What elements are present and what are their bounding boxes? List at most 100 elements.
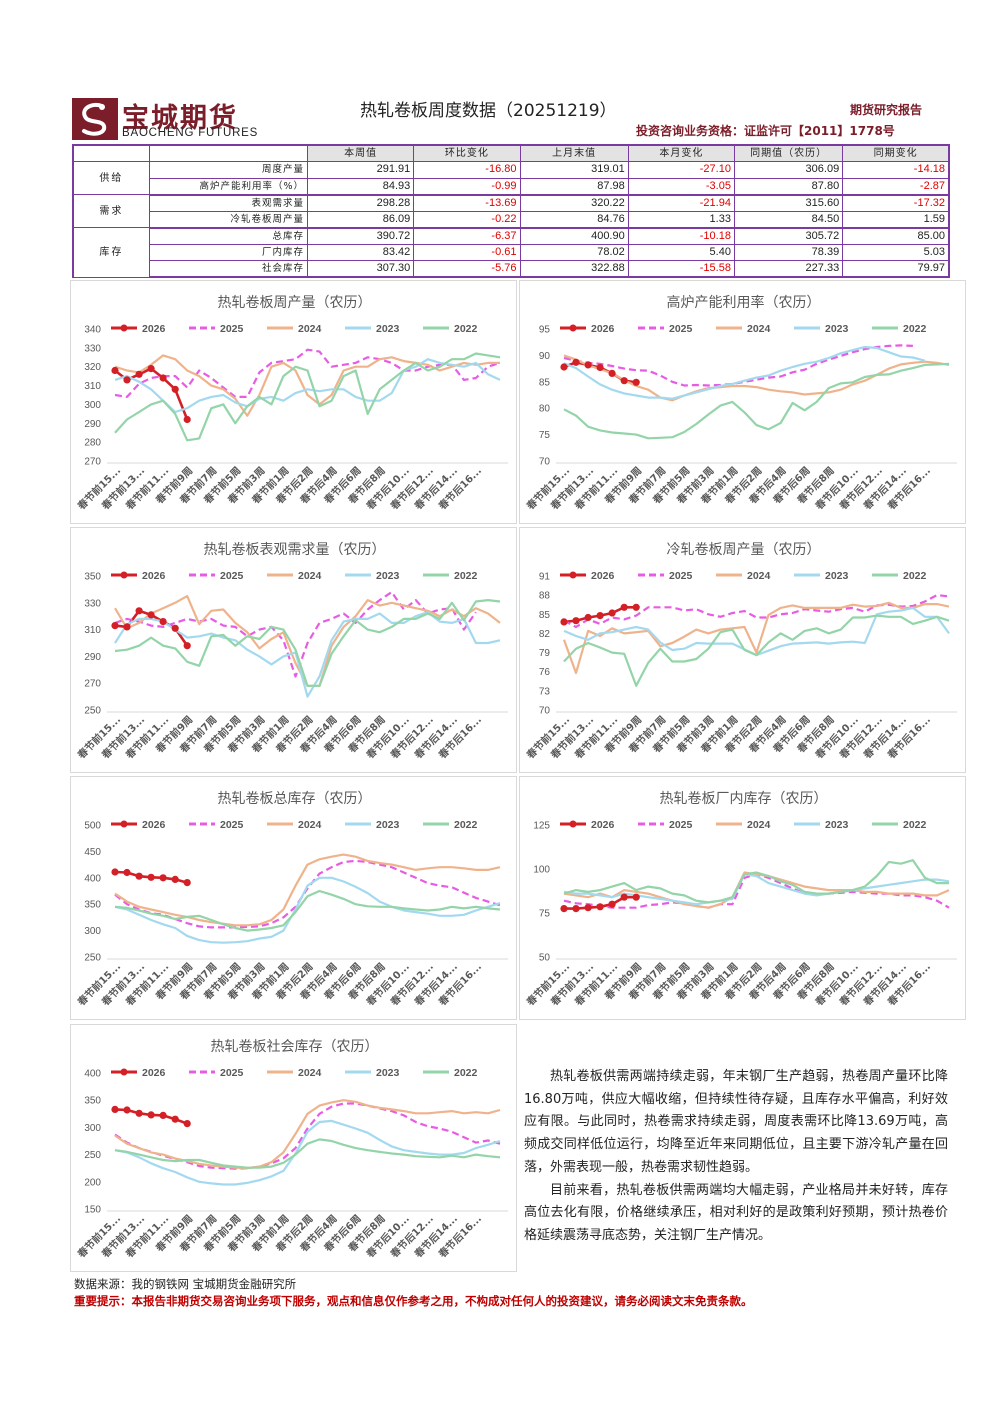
y-tick-label: 330 [84,343,101,354]
table-value-cell: -21.94 [627,194,735,212]
series-line-2022 [114,352,501,442]
y-tick-label: 200 [84,1177,101,1188]
data-point-2026 [111,366,119,375]
chart-legend: 2026 2025 2024 2023 2022 [111,323,478,335]
legend-label-2023: 2023 [825,819,849,831]
company-name-en: BAOCHENG FUTURES [122,127,259,139]
chart-title: 热轧卷板周产量（农历） [218,295,372,311]
legend-label-2024: 2024 [298,570,322,582]
y-tick-label: 79 [539,648,551,659]
legend-marker-2026 [120,820,128,828]
legend-label-2023: 2023 [825,570,849,582]
table-row: 供给 周度产量 291.91 -16.80 319.01 -27.10 306.09 -14.… [72,161,950,195]
legend-label-2025: 2025 [220,323,244,335]
table-indicator-cell: 总库存 [148,227,309,245]
chart-cold-rolled-output: 冷轧卷板周产量（农历） 2026 2025 2024 2023 2022 70 73 76 79 8… [519,527,966,773]
data-point-2026 [171,385,179,393]
chart-legend: 2026 2025 2024 2023 2022 [560,819,927,831]
data-point-2026 [159,374,167,382]
data-point-2026 [608,900,616,908]
legend-label-2022: 2022 [454,570,478,582]
license-text: 投资咨询业务资格：证监许可【2011】1778号 [636,124,895,138]
series-line-2024 [114,853,501,927]
y-tick-label: 80 [539,404,551,415]
data-point-2026 [135,607,143,615]
data-point-2026 [632,378,640,386]
chart-legend: 2026 2025 2024 2023 2022 [111,1067,478,1079]
y-tick-label: 91 [539,572,551,583]
data-point-2026 [596,612,604,620]
data-point-2026 [111,1105,119,1113]
data-point-2026 [620,377,628,385]
legend-label-2024: 2024 [747,323,771,335]
series-line-2023 [563,345,926,400]
data-point-2026 [171,624,179,632]
y-tick-label: 85 [539,610,551,621]
legend-marker-2026 [120,571,128,579]
table-row: 厂内库存 83.42 -0.61 78.02 5.40 78.39 5.03 [73,243,950,261]
chart-svg-apparent-demand: 热轧卷板表观需求量（农历） 2026 2025 2024 2023 2022 250 270 2… [75,542,508,761]
y-tick-label: 350 [84,900,101,911]
data-point-2026 [608,369,616,377]
table-value-cell: 1.33 [627,210,735,229]
table-value-cell: -17.32 [842,194,950,212]
y-tick-label: 300 [84,1123,101,1134]
table-value-cell: 291.91 [307,161,415,179]
data-point-2026 [147,611,155,619]
series-line-2025 [114,590,477,678]
market-commentary: 热轧卷板供需两端持续走弱，年末钢厂生产趋弱，热卷周产量环比降16.80万吨，供应… [524,1066,948,1248]
legend-label-2022: 2022 [454,323,478,335]
series-line-2022 [114,889,501,932]
table-value-cell: 85.00 [842,227,950,245]
legend-label-2025: 2025 [220,819,244,831]
table-row: 库存 总库存 390.72 -6.37 400.90 -10.18 305.72 85.00 [72,227,950,278]
data-point-2026 [620,603,628,611]
series-line-2023 [114,876,501,944]
y-tick-label: 95 [539,325,551,336]
chart-total-inventory: 热轧卷板总库存（农历） 2026 2025 2024 2023 2022 250 300 350… [70,776,517,1020]
series-line-2023 [114,611,501,698]
legend-marker-2026 [569,571,577,579]
chart-title: 冷轧卷板周产量（农历） [667,542,821,558]
series-line-2025 [114,348,501,399]
table-value-cell: 87.98 [519,177,629,196]
table-header-cell: 环比变化 [413,144,521,162]
chart-title: 热轧卷板总库存（农历） [218,791,372,807]
chart-svg-social-inventory: 热轧卷板社会库存（农历） 2026 2025 2024 2023 2022 150 200 25… [75,1039,508,1260]
table-value-cell: -0.99 [413,177,521,196]
chart-apparent-demand: 热轧卷板表观需求量（农历） 2026 2025 2024 2023 2022 250 270 2… [70,527,517,773]
y-tick-label: 300 [84,926,101,937]
y-tick-label: 290 [84,419,101,430]
series-line-2024 [562,601,950,675]
chart-legend: 2026 2025 2024 2023 2022 [111,819,478,831]
y-tick-label: 450 [84,847,101,858]
legend-label-2022: 2022 [454,1067,478,1079]
y-tick-label: 85 [539,377,551,388]
table-indicator-cell: 社会库存 [148,260,309,278]
table-indicator-cell: 高炉产能利用率（%） [148,177,309,196]
series-line-2024 [563,871,950,909]
table-value-cell: -0.61 [413,243,521,261]
series-line-2022 [114,598,501,687]
series-line-2023 [114,358,501,414]
table-header-blank [148,144,309,162]
legend-label-2022: 2022 [903,323,927,335]
y-tick-label: 73 [539,686,551,697]
chart-svg-weekly-output: 热轧卷板周产量（农历） 2026 2025 2024 2023 2022 270 280 290… [75,295,508,512]
legend-label-2026: 2026 [591,570,615,582]
chart-svg-blast-furnace-utilization: 高炉产能利用率（农历） 2026 2025 2024 2023 2022 70 75 80 85 9… [524,294,957,512]
legend-label-2022: 2022 [903,819,927,831]
table-header-row: 本周值 环比变化 上月末值 本月变化 同期值（农历） 同期变化 [72,144,950,162]
table-value-cell: -14.18 [842,161,950,179]
table-value-cell: 84.50 [733,210,844,229]
table-header-cell: 同期值（农历） [733,144,844,162]
data-point-2026 [183,642,191,650]
table-indicator-cell: 周度产量 [148,161,309,179]
y-tick-label: 280 [84,438,101,449]
data-point-2026 [632,603,640,611]
legend-label-2023: 2023 [376,323,400,335]
series-line-2022 [114,1138,501,1169]
data-point-2026 [632,893,640,901]
table-value-cell: 86.09 [307,210,415,229]
legend-label-2025: 2025 [669,819,693,831]
